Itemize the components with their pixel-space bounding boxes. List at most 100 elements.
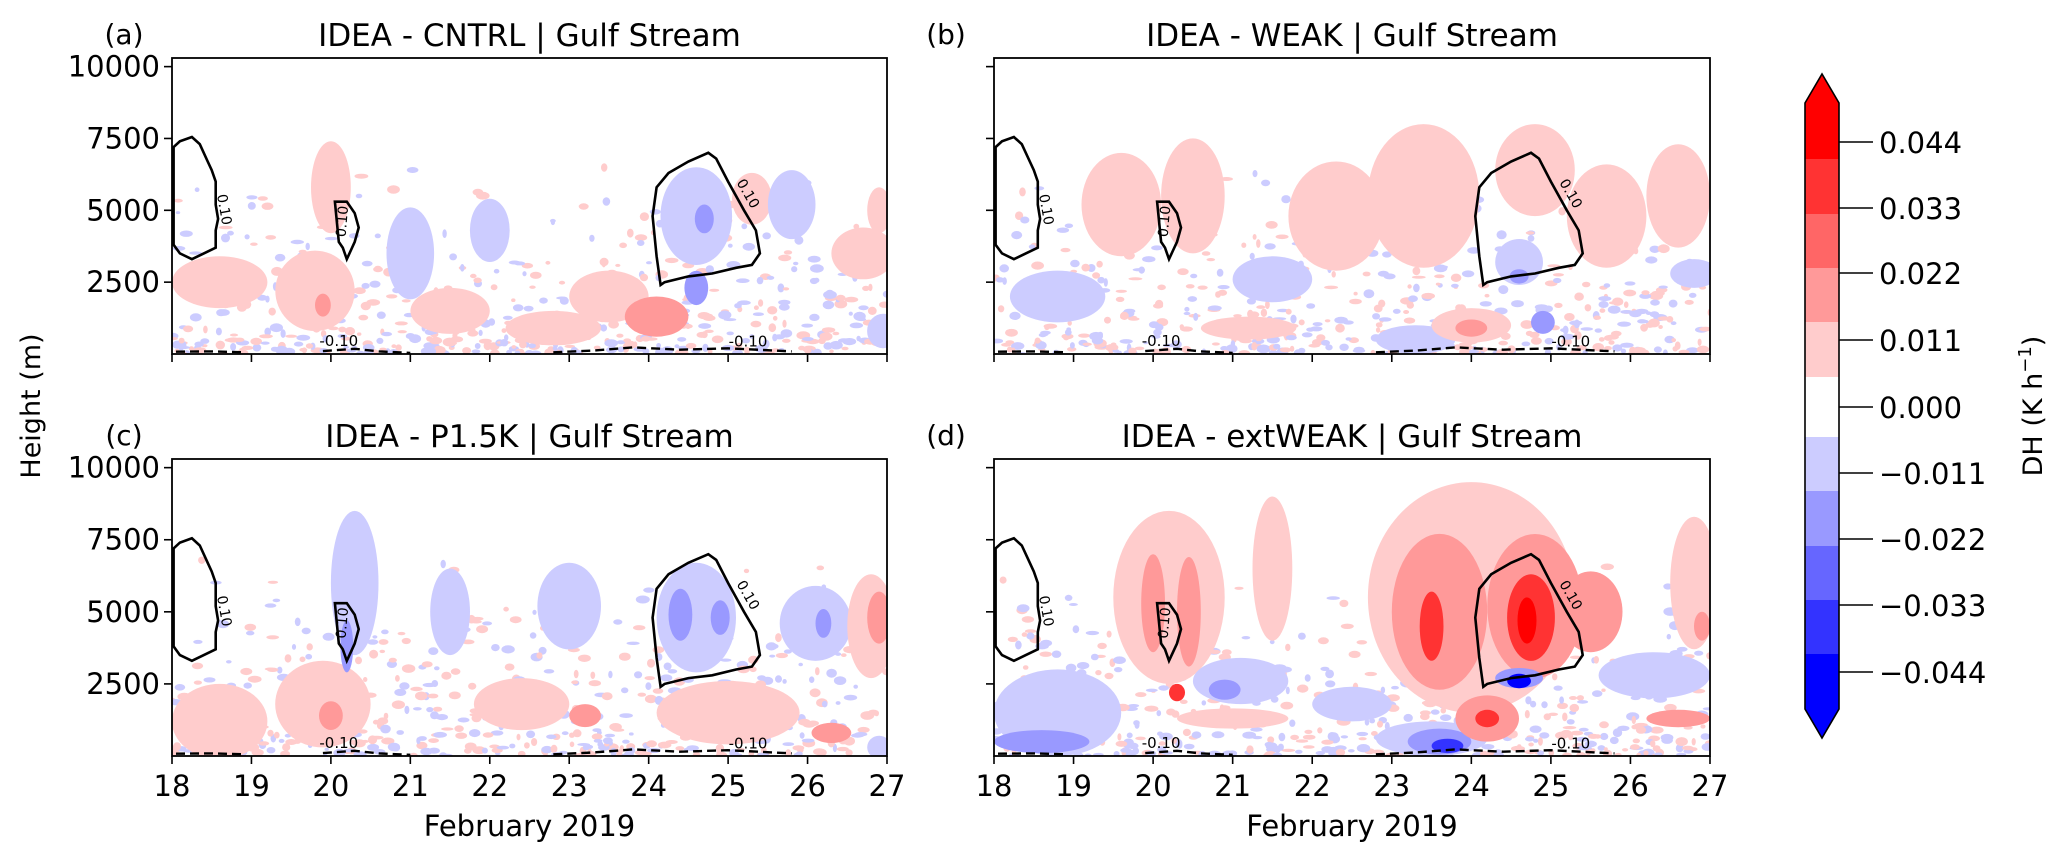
field-speckle <box>531 738 538 746</box>
field-speckle <box>503 606 509 612</box>
field-speckle <box>1315 751 1326 756</box>
field-speckle <box>516 733 521 741</box>
field-speckle <box>720 658 732 662</box>
field-speckle <box>558 280 566 285</box>
field-speckle <box>564 344 576 348</box>
field-speckle <box>1639 293 1652 299</box>
field-speckle <box>709 288 720 292</box>
field-speckle <box>1643 750 1649 756</box>
field-speckle <box>1623 289 1637 297</box>
field-speckle <box>637 692 647 697</box>
field-speckle <box>261 202 274 210</box>
field-speckle <box>282 743 291 752</box>
field-speckle <box>250 242 258 246</box>
field-speckle <box>1706 652 1710 660</box>
field-speckle <box>1612 344 1623 352</box>
contour-label: 0.10 <box>1156 205 1175 237</box>
field-blob <box>994 730 1090 754</box>
field-speckle <box>1533 738 1539 743</box>
field-speckle <box>702 315 716 321</box>
field-speckle <box>999 264 1009 273</box>
field-speckle <box>1377 270 1389 277</box>
panel-title: IDEA - CNTRL | Gulf Stream <box>318 18 741 54</box>
field-speckle <box>823 342 833 350</box>
contour-label: 0.10 <box>213 193 234 226</box>
field-speckle <box>698 323 712 329</box>
field-speckle <box>1256 239 1261 248</box>
heatmap-field: 0.10 0.100.10-0.10 -0.10 <box>172 459 887 756</box>
field-speckle <box>841 653 847 657</box>
field-speckle <box>367 639 379 645</box>
field-speckle <box>656 343 661 348</box>
field-speckle <box>490 284 498 291</box>
field-speckle <box>1369 718 1376 724</box>
field-speckle <box>509 616 522 624</box>
field-speckle <box>1201 251 1211 256</box>
field-speckle <box>1641 290 1650 296</box>
field-speckle <box>639 273 649 282</box>
y-tick-label: 7500 <box>86 523 160 557</box>
field-speckle <box>569 741 575 748</box>
contour-label-dashed: -0.10 <box>319 332 358 350</box>
field-speckle <box>532 609 537 615</box>
field-speckle <box>1064 329 1072 336</box>
field-speckle <box>476 191 490 200</box>
colorbar-band <box>1805 546 1839 601</box>
field-speckle <box>1658 325 1663 329</box>
field-speckle <box>1177 742 1183 749</box>
field-speckle <box>1028 244 1036 250</box>
field-speckle <box>1115 289 1128 293</box>
field-speckle <box>849 322 864 329</box>
field-speckle <box>829 349 834 354</box>
field-speckle <box>1197 285 1208 290</box>
field-speckle <box>264 327 272 336</box>
field-blob <box>1517 597 1537 644</box>
field-speckle <box>324 747 329 751</box>
field-blob <box>867 313 887 349</box>
field-speckle <box>592 728 602 732</box>
field-speckle <box>994 338 1004 344</box>
field-speckle <box>260 341 270 345</box>
field-speckle <box>822 300 835 310</box>
field-speckle <box>1104 672 1114 680</box>
field-speckle <box>727 243 733 248</box>
x-tick-label: 27 <box>1692 769 1729 803</box>
field-speckle <box>1688 292 1697 298</box>
field-speckle <box>504 663 515 671</box>
field-speckle <box>216 620 230 629</box>
field-speckle <box>619 713 633 718</box>
field-speckle <box>179 230 193 237</box>
field-speckle <box>601 259 606 268</box>
field-speckle <box>775 633 782 643</box>
field-speckle <box>1451 283 1459 288</box>
field-blob <box>1177 708 1289 729</box>
field-speckle <box>191 662 204 670</box>
field-speckle <box>1304 674 1311 682</box>
field-speckle <box>1278 732 1286 742</box>
field-speckle <box>172 336 178 341</box>
field-speckle <box>1607 305 1621 314</box>
field-speckle <box>813 277 820 283</box>
field-speckle <box>1280 701 1294 710</box>
field-blob <box>867 187 887 234</box>
field-blob <box>732 172 772 225</box>
field-speckle <box>832 331 840 336</box>
panel-letter: (c) <box>105 419 142 452</box>
field-speckle <box>1377 720 1383 728</box>
field-speckle <box>1320 666 1330 672</box>
field-speckle <box>626 641 640 645</box>
field-speckle <box>420 347 429 354</box>
field-speckle <box>744 348 750 354</box>
field-speckle <box>470 273 477 279</box>
field-speckle <box>782 742 795 746</box>
field-speckle <box>812 348 822 354</box>
field-speckle <box>218 225 233 230</box>
field-speckle <box>1064 594 1073 602</box>
field-speckle <box>378 639 389 645</box>
field-speckle <box>460 264 465 272</box>
field-speckle <box>815 667 820 676</box>
field-speckle <box>1285 335 1297 341</box>
field-speckle <box>1097 276 1105 284</box>
field-speckle <box>1584 304 1592 312</box>
x-tick-label: 26 <box>1612 769 1649 803</box>
